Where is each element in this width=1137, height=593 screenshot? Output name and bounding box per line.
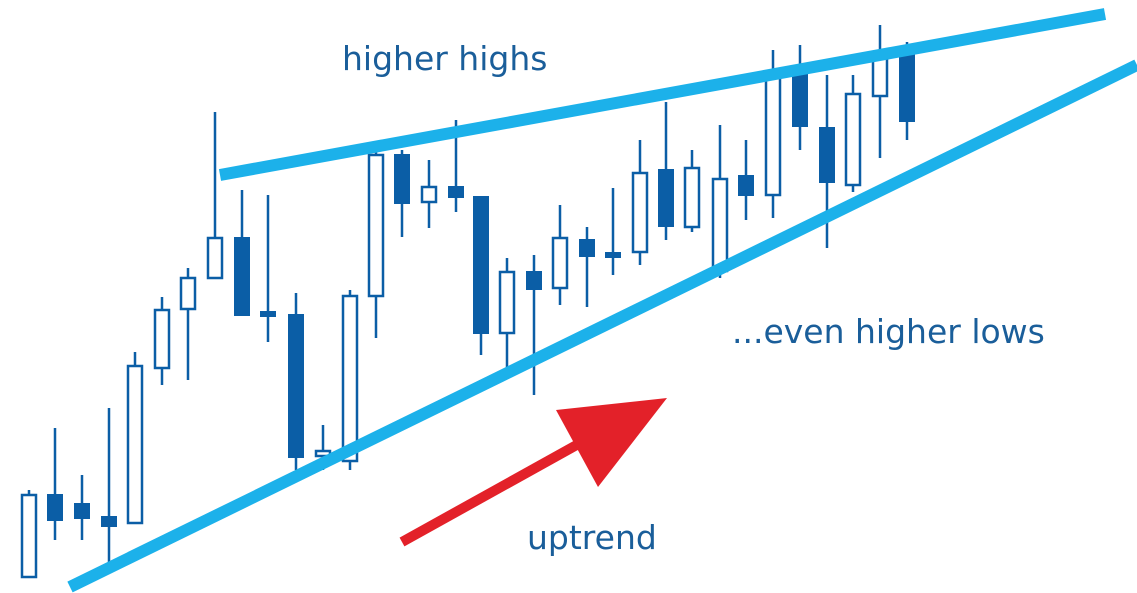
lower-trendline [67,59,1137,593]
candle [367,145,385,338]
candles [20,25,915,579]
candle [631,140,649,265]
candle [420,160,438,228]
higher-highs-label: higher highs [342,39,547,78]
upper-trendline [218,8,1107,181]
candle [206,112,224,280]
candle [844,75,862,192]
candle [260,195,276,342]
candle [126,352,144,525]
candle [74,475,90,540]
candle [579,227,595,307]
candle [234,190,250,316]
candle [605,188,621,275]
candle [47,428,63,540]
higher-lows-label: ...even higher lows [732,312,1045,351]
candle [551,205,569,305]
candle [20,490,38,579]
candle [473,196,489,355]
candle [179,268,197,380]
candle [683,150,701,232]
candle [658,102,674,240]
candle [711,125,729,278]
candle [498,258,516,378]
candle [288,293,304,470]
uptrend-label: uptrend [527,518,657,557]
candle [394,150,410,237]
candle [738,140,754,220]
candle [526,255,542,395]
candle [341,290,359,470]
trend-arrow [399,398,667,547]
candle [792,45,808,150]
candle [101,408,117,565]
candle [153,297,171,385]
candle [871,25,889,158]
